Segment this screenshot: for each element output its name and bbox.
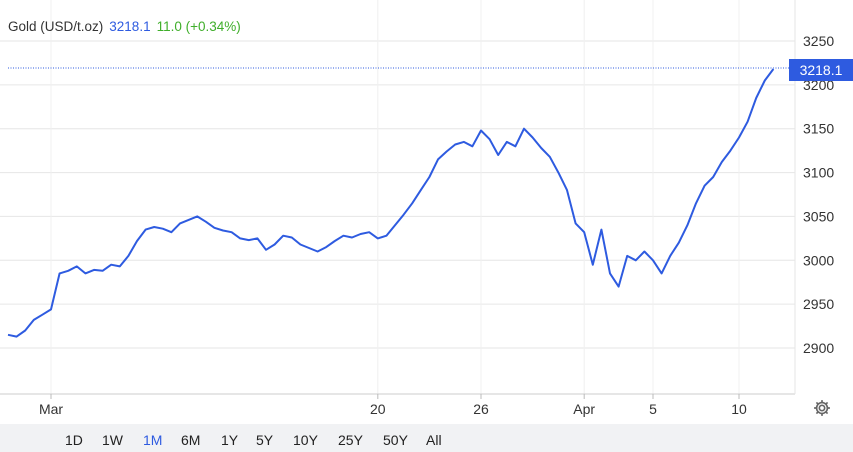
range-1m-button[interactable]: 1M: [143, 432, 163, 448]
y-tick-label: 3000: [803, 252, 834, 268]
price-change: 11.0 (+0.34%): [156, 19, 241, 34]
range-1w-button[interactable]: 1W: [102, 432, 123, 448]
gear-icon[interactable]: [812, 398, 832, 418]
range-6m-button[interactable]: 6M: [181, 432, 201, 448]
last-price-tag-text: 3218.1: [800, 62, 843, 78]
gridlines: [0, 0, 795, 394]
y-tick-label: 3100: [803, 165, 834, 181]
plot-area: [0, 0, 795, 394]
x-tick-label: Apr: [573, 401, 595, 417]
x-tick-label: 10: [731, 401, 747, 417]
last-price: 3218.1: [109, 19, 151, 34]
range-25y-button[interactable]: 25Y: [338, 432, 363, 448]
y-tick-label: 3250: [803, 33, 834, 49]
range-10y-button[interactable]: 10Y: [293, 432, 318, 448]
x-tick-label: 26: [473, 401, 489, 417]
price-series-line: [7, 68, 775, 338]
range-all-button[interactable]: All: [426, 432, 442, 448]
range-1d-button[interactable]: 1D: [65, 432, 83, 448]
x-axis: Mar 20 26 Apr 5 10: [0, 0, 796, 417]
quote-header: Gold (USD/t.oz) 3218.1 11.0 (+0.34%): [8, 19, 247, 34]
y-tick-label: 2950: [803, 296, 834, 312]
x-tick-label: 20: [370, 401, 386, 417]
x-tick-label: 5: [649, 401, 657, 417]
symbol-label: Gold (USD/t.oz): [8, 19, 104, 34]
y-tick-label: 3050: [803, 208, 834, 224]
range-5y-button[interactable]: 5Y: [256, 432, 274, 448]
last-price-tag: 3218.1: [789, 59, 853, 81]
range-50y-button[interactable]: 50Y: [383, 432, 408, 448]
last-price-tag-bg: [789, 59, 853, 81]
range-selector: 1D 1W 1M 6M 1Y 5Y 10Y 25Y 50Y All: [0, 424, 853, 452]
range-1y-button[interactable]: 1Y: [221, 432, 239, 448]
y-tick-label: 2900: [803, 340, 834, 356]
y-tick-label: 3150: [803, 121, 834, 137]
x-tick-label: Mar: [39, 401, 63, 417]
